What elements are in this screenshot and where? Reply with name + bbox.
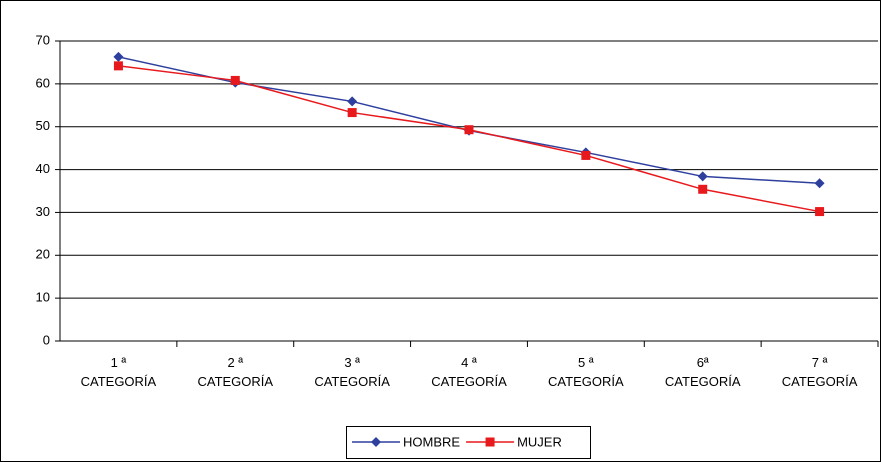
legend-label: HOMBRE (403, 434, 460, 449)
y-tick-label: 70 (36, 32, 50, 47)
y-tick-label: 60 (36, 75, 50, 90)
y-tick-label: 50 (36, 118, 50, 133)
point (113, 51, 124, 62)
point (581, 150, 591, 160)
x-tick-label: 4 ª CATEGORÍA (431, 355, 507, 389)
x-tick-label: 2 ª CATEGORÍA (197, 355, 273, 389)
point (697, 171, 708, 182)
y-tick-label: 10 (36, 290, 50, 305)
point (464, 125, 474, 135)
x-tick-label: 7 ª CATEGORÍA (782, 355, 858, 389)
point (347, 96, 358, 107)
y-tick-label: 0 (43, 332, 50, 347)
x-tick-label: 3 ª CATEGORÍA (314, 355, 390, 389)
legend-marker (485, 437, 495, 447)
point (347, 108, 357, 118)
x-tick-label: 1 ª CATEGORÍA (81, 355, 157, 389)
x-tick-label: 6ª CATEGORÍA (665, 355, 741, 389)
point (698, 184, 708, 194)
point (113, 61, 123, 71)
point (815, 207, 825, 217)
legend-marker (371, 437, 381, 447)
point (230, 75, 240, 85)
y-tick-label: 20 (36, 247, 50, 262)
legend-label: MUJER (517, 434, 562, 449)
y-tick-label: 40 (36, 161, 50, 176)
y-tick-label: 30 (36, 204, 50, 219)
x-tick-label: 5 ª CATEGORÍA (548, 355, 624, 389)
point (814, 178, 825, 189)
